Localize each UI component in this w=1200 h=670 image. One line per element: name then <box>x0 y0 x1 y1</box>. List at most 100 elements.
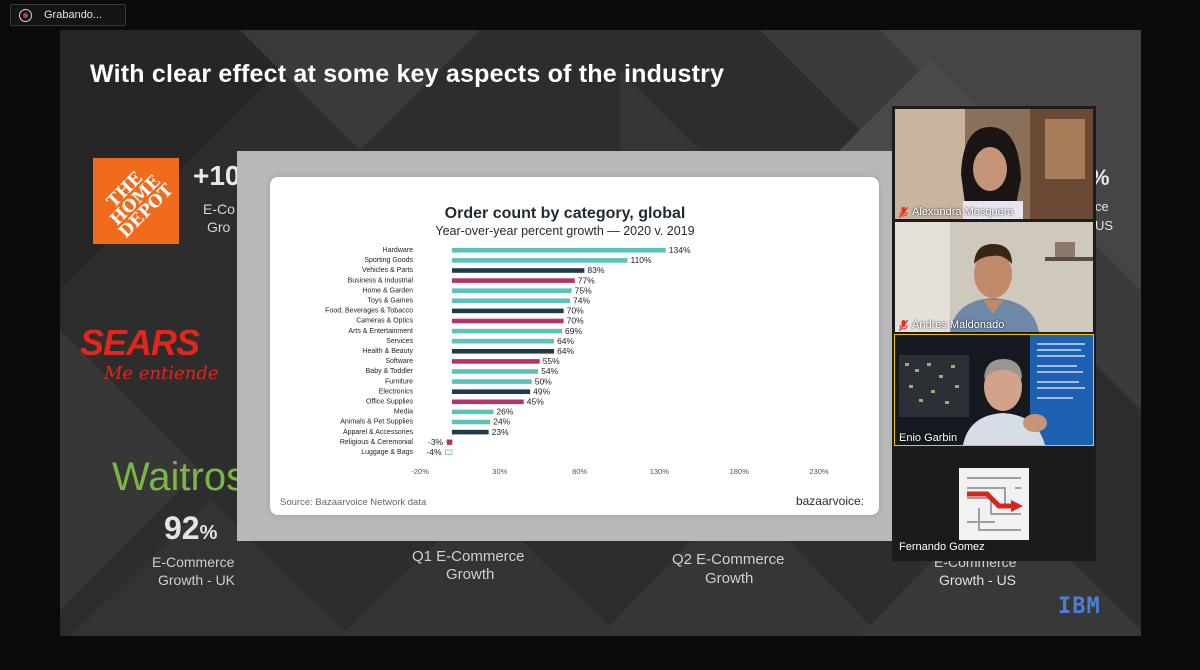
mic-muted-icon <box>899 319 908 331</box>
value-label: -4% <box>426 447 442 457</box>
category-label: Arts & Entertainment <box>348 328 413 335</box>
q1-caption-1: Q1 E-Commerce <box>412 548 525 565</box>
value-label: 64% <box>557 336 574 346</box>
category-label: Luggage & Bags <box>361 449 413 456</box>
bar <box>445 449 453 455</box>
participant-name-label: Andres Maldonado <box>899 319 1004 331</box>
value-label: -3% <box>428 437 444 447</box>
bar <box>451 308 564 314</box>
bar <box>451 298 571 304</box>
bar <box>451 419 491 425</box>
value-label: 55% <box>543 356 560 366</box>
category-label: Business & Industrial <box>348 277 414 284</box>
participant-name-label: Fernando Gomez <box>899 541 985 553</box>
value-label: 70% <box>567 306 584 316</box>
q2-caption-2: Growth <box>705 570 754 587</box>
home-depot-caption-2: Gro <box>207 219 231 235</box>
video-feed <box>895 109 1093 219</box>
value-label: 64% <box>557 346 574 356</box>
chart-source: Source: Bazaarvoice Network data <box>280 497 427 508</box>
value-label: 50% <box>535 376 552 386</box>
category-label: Electronics <box>379 388 414 395</box>
recording-label: Grabando... <box>44 9 103 21</box>
value-label: 54% <box>541 366 558 376</box>
participant-tile-3[interactable]: Enio Garbin <box>894 334 1094 446</box>
video-feed <box>895 335 1093 445</box>
category-label: Office Supplies <box>366 399 413 406</box>
bar <box>451 389 531 394</box>
x-tick-label: 130% <box>650 467 670 476</box>
bar <box>451 268 585 273</box>
participant-avatar <box>959 468 1029 540</box>
category-label: Home & Garden <box>362 287 413 294</box>
bar <box>451 409 494 415</box>
participant-name-label: Enio Garbin <box>899 432 958 444</box>
bar <box>451 429 489 435</box>
bar <box>451 258 628 263</box>
order-count-chart: Order count by category, global Year-over… <box>280 205 864 508</box>
value-label: 74% <box>573 296 590 306</box>
participant-tile-4[interactable] <box>895 448 1093 558</box>
us-caption-partial-1: ce <box>1095 199 1109 214</box>
us-caption-partial-2: US <box>1095 218 1114 233</box>
bar <box>451 248 666 253</box>
x-tick-label: 30% <box>492 467 507 476</box>
bar <box>451 379 532 384</box>
category-label: Health & Beauty <box>362 348 413 355</box>
mic-muted-icon <box>899 206 908 218</box>
home-depot-logo: THE HOME DEPOT <box>93 158 179 244</box>
category-label: Cameras & Optics <box>356 318 413 325</box>
participant-tile-1[interactable]: Alexandra Mosquera <box>895 109 1093 219</box>
category-label: Food, Beverages & Tobacco <box>325 308 413 315</box>
recording-indicator[interactable]: Grabando... <box>10 4 126 26</box>
category-label: Hardware <box>383 247 413 254</box>
home-depot-stat: +10 <box>193 160 241 191</box>
bar <box>451 328 563 334</box>
category-label: Vehicles & Parts <box>362 267 413 274</box>
q1-caption-2: Growth <box>446 566 495 583</box>
bar <box>451 318 564 324</box>
x-tick-label: -20% <box>411 467 429 476</box>
category-label: Furniture <box>385 378 413 385</box>
value-label: 26% <box>496 407 513 417</box>
participant-name-label: Alexandra Mosquera <box>899 206 1014 218</box>
value-label: 24% <box>493 417 510 427</box>
value-label: 69% <box>565 326 582 336</box>
slide-title: With clear effect at some key aspects of… <box>90 60 725 88</box>
q2-caption-1: Q2 E-Commerce <box>672 551 785 568</box>
x-tick-label: 230% <box>809 467 829 476</box>
bar <box>451 399 524 405</box>
category-label: Media <box>394 409 413 416</box>
bar <box>451 349 555 354</box>
value-label: 77% <box>578 275 595 285</box>
value-label: 49% <box>533 386 550 396</box>
value-label: 83% <box>587 265 604 275</box>
ibm-logo: IBM <box>1058 594 1101 619</box>
bar <box>446 439 453 445</box>
value-label: 110% <box>630 255 652 265</box>
category-label: Services <box>386 338 413 345</box>
bar <box>451 338 555 344</box>
value-label: 45% <box>527 397 544 407</box>
category-label: Software <box>385 358 413 365</box>
x-tick-label: 180% <box>730 467 750 476</box>
value-label: 134% <box>669 245 691 255</box>
sears-tagline: Me entiende <box>104 363 219 384</box>
us-caption-2: Growth - US <box>939 572 1017 588</box>
x-tick-label: 80% <box>572 467 587 476</box>
category-label: Apparel & Accessories <box>343 429 414 436</box>
category-label: Animals & Pet Supplies <box>340 419 413 426</box>
category-label: Toys & Games <box>367 298 413 305</box>
value-label: 75% <box>575 285 592 295</box>
value-label: 70% <box>567 316 584 326</box>
bar <box>451 369 539 374</box>
category-label: Religious & Ceremonial <box>340 439 414 446</box>
home-depot-caption-1: E-Co <box>203 201 235 217</box>
uk-growth-stat: 92% <box>164 510 218 546</box>
chart-subtitle: Year-over-year percent growth — 2020 v. … <box>435 224 694 238</box>
chart-panel <box>270 177 879 515</box>
bar <box>451 278 575 283</box>
sears-logo: SEARS <box>80 322 200 363</box>
bar <box>451 359 540 364</box>
participant-tile-2[interactable]: Andres Maldonado <box>895 222 1093 332</box>
